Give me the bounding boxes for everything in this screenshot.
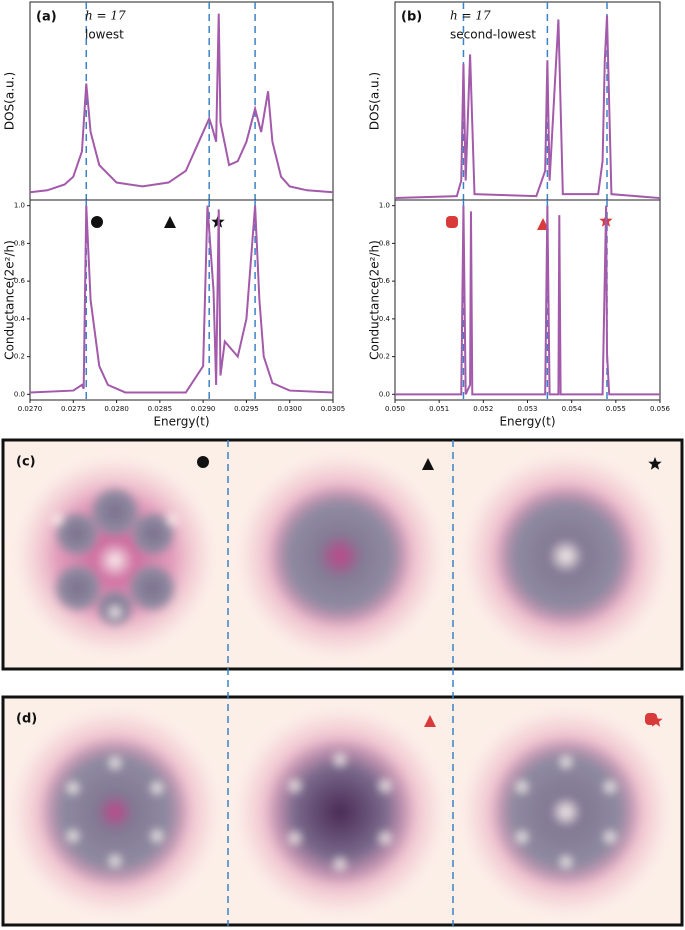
- marker-square: [446, 216, 458, 228]
- x-tick-label: 0.053: [517, 405, 537, 413]
- y-axis-label: Conductance(2e²/h): [368, 240, 382, 360]
- y-tick-label: 0.2: [379, 353, 390, 361]
- map-d3: [456, 702, 676, 922]
- y-tick-label: 0.0: [14, 390, 25, 398]
- panel-label: (a): [36, 10, 57, 25]
- x-axis-label: Energy(t): [499, 415, 555, 429]
- x-tick-label: 0.0275: [61, 405, 86, 413]
- y-tick-label: 0.4: [14, 315, 26, 323]
- curve: [29, 205, 334, 394]
- annotation: lowest: [85, 28, 124, 42]
- annotation: h = 17: [85, 9, 126, 23]
- x-tick-label: 0.0290: [191, 405, 216, 413]
- panel-label: (d): [16, 712, 37, 727]
- panel-c: (c): [1, 438, 684, 671]
- y-tick-label: 0.8: [14, 239, 25, 247]
- y-axis-label: DOS(a.u.): [3, 72, 17, 130]
- y-axis-label: DOS(a.u.): [368, 72, 382, 130]
- y-tick-label: 0.8: [379, 239, 390, 247]
- plot-frame: [29, 199, 334, 401]
- x-tick-label: 0.0295: [234, 405, 259, 413]
- panel-d: (d): [1, 695, 684, 927]
- marker-triangle: [424, 715, 436, 727]
- x-tick-label: 0.051: [429, 405, 449, 413]
- map-c2: [232, 448, 448, 664]
- marker-triangle: [164, 216, 176, 228]
- x-tick-label: 0.0280: [104, 405, 129, 413]
- panel-label: (b): [401, 10, 422, 25]
- x-tick-label: 0.052: [473, 405, 493, 413]
- y-tick-label: 0.0: [379, 390, 390, 398]
- x-tick-label: 0.054: [562, 405, 583, 413]
- panel-frame: [1, 438, 684, 671]
- y-axis-label: Conductance(2e²/h): [3, 240, 17, 360]
- curve: [395, 205, 660, 396]
- panel-frame: [1, 695, 684, 927]
- curve: [394, 15, 661, 200]
- map-d1: [5, 702, 225, 922]
- panel-label: (c): [16, 455, 36, 470]
- x-tick-label: 0.0285: [148, 405, 173, 413]
- x-tick-label: 0.050: [385, 405, 405, 413]
- map-d2: [230, 702, 450, 922]
- x-tick-label: 0.055: [606, 405, 626, 413]
- x-tick-label: 0.0305: [321, 405, 346, 413]
- marker-triangle: [537, 218, 549, 230]
- y-tick-label: 1.0: [14, 202, 25, 210]
- marker-circle: [91, 216, 103, 228]
- y-tick-label: 0.6: [379, 277, 391, 285]
- y-tick-label: 1.0: [379, 202, 390, 210]
- x-tick-label: 0.056: [650, 405, 671, 413]
- y-tick-label: 0.2: [14, 353, 25, 361]
- x-tick-label: 0.0270: [18, 405, 43, 413]
- map-c3: [458, 448, 674, 664]
- annotation: second-lowest: [450, 28, 536, 42]
- annotation: h = 17: [450, 9, 491, 23]
- marker-circle: [197, 456, 209, 468]
- marker-triangle: [422, 458, 434, 470]
- y-tick-label: 0.4: [379, 315, 391, 323]
- x-axis-label: Energy(t): [153, 415, 209, 429]
- plot-frame: [394, 199, 661, 401]
- x-tick-label: 0.0300: [277, 405, 302, 413]
- y-tick-label: 0.6: [14, 277, 26, 285]
- curve: [29, 13, 334, 194]
- map-c1: [10, 451, 220, 661]
